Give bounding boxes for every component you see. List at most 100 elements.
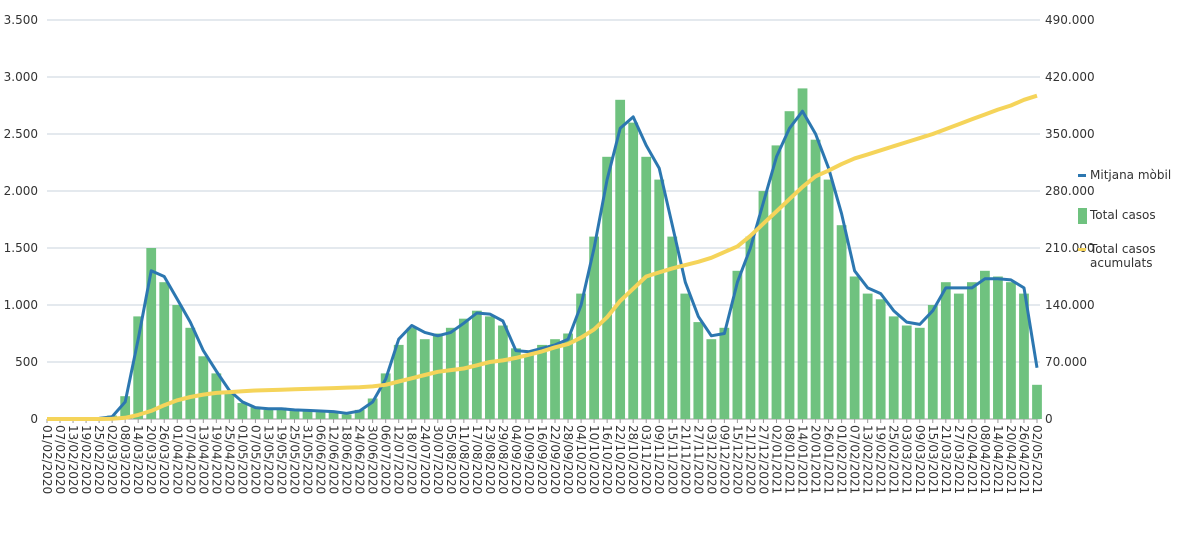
- bar: [550, 339, 560, 419]
- x-tick-label: 20/04/2021: [1004, 425, 1018, 494]
- bar: [927, 305, 938, 419]
- x-tick-label: 10/10/2020: [587, 425, 601, 494]
- bar: [940, 282, 951, 419]
- bar: [159, 282, 170, 419]
- x-tick-label: 01/04/2020: [170, 425, 184, 494]
- bar: [302, 409, 313, 419]
- bar: [198, 356, 209, 419]
- x-tick-label: 19/02/2020: [79, 425, 93, 494]
- bar: [276, 407, 287, 419]
- x-tick-label: 14/04/2021: [991, 425, 1005, 494]
- y2-tick-label: 280.000: [1045, 184, 1095, 198]
- bar: [419, 339, 430, 419]
- x-tick-label: 02/01/2021: [769, 425, 783, 494]
- bar: [680, 293, 691, 419]
- legend-item: Mitjana mòbil: [1078, 168, 1198, 182]
- y2-tick-label: 70.000: [1045, 355, 1087, 369]
- bar: [237, 403, 248, 419]
- bar: [993, 276, 1003, 419]
- x-tick-label: 25/05/2020: [288, 425, 302, 494]
- bar: [693, 322, 704, 419]
- y2-tick-label: 420.000: [1045, 70, 1095, 84]
- bar: [341, 414, 352, 419]
- bar: [628, 122, 639, 419]
- x-tick-label: 01/05/2020: [235, 425, 249, 494]
- x-tick-label: 18/06/2020: [340, 425, 354, 494]
- x-tick-label: 26/03/2020: [157, 425, 171, 494]
- legend-label: Total casos: [1090, 208, 1156, 222]
- x-tick-label: 03/12/2020: [704, 425, 718, 494]
- bar: [185, 327, 196, 419]
- legend-swatch: [1078, 248, 1086, 251]
- x-tick-label: 27/12/2020: [756, 425, 770, 494]
- line: [47, 109, 1039, 421]
- bar: [823, 179, 834, 419]
- bar: [263, 409, 274, 419]
- x-tick-label: 18/07/2020: [405, 425, 419, 494]
- x-tick-label: 30/06/2020: [366, 425, 380, 494]
- x-tick-label: 16/09/2020: [535, 425, 549, 494]
- bar: [380, 373, 391, 419]
- x-tick-label: 22/09/2020: [548, 425, 562, 494]
- x-tick-label: 25/04/2020: [222, 425, 236, 494]
- x-tick-label: 03/03/2021: [900, 425, 914, 494]
- y-tick-label: 2.500: [4, 127, 38, 141]
- x-tick-label: 13/05/2020: [261, 425, 275, 494]
- bar: [901, 325, 912, 419]
- bar: [563, 333, 573, 419]
- bar: [1019, 293, 1029, 419]
- y-tick-label: 1.000: [4, 298, 38, 312]
- x-tick-label: 21/11/2020: [678, 425, 692, 494]
- x-tick-label: 28/10/2020: [626, 425, 640, 494]
- bar: [328, 411, 339, 419]
- x-tick-label: 06/07/2020: [379, 425, 393, 494]
- legend-swatch: [1078, 208, 1087, 224]
- legend-item: Total casos: [1078, 208, 1198, 224]
- bar: [498, 325, 508, 419]
- bar: [250, 406, 261, 419]
- bar: [706, 339, 717, 419]
- bar: [576, 293, 586, 419]
- y-tick-label: 2.000: [4, 184, 38, 198]
- bar: [211, 373, 222, 419]
- bar: [485, 316, 495, 419]
- x-tick-label: 21/12/2020: [743, 425, 757, 494]
- x-tick-label: 19/02/2021: [874, 425, 888, 494]
- bar: [719, 327, 730, 419]
- y2-tick-label: 0: [1045, 412, 1053, 426]
- x-tick-label: 26/04/2021: [1017, 425, 1031, 494]
- bar: [224, 392, 235, 419]
- y2-tick-label: 210.000: [1045, 241, 1095, 255]
- x-tick-label: 09/03/2021: [913, 425, 927, 494]
- bar: [875, 299, 886, 419]
- bar: [862, 293, 873, 419]
- x-tick-label: 07/02/2020: [53, 425, 67, 494]
- x-tick-label: 17/08/2020: [470, 425, 484, 494]
- bar: [836, 225, 847, 419]
- x-tick-label: 09/11/2020: [652, 425, 666, 494]
- x-tick-label: 13/04/2020: [196, 425, 210, 494]
- x-tick-label: 29/08/2020: [496, 425, 510, 494]
- x-tick-label: 02/03/2020: [105, 425, 119, 494]
- x-tick-label: 07/04/2020: [183, 425, 197, 494]
- x-tick-label: 16/10/2020: [600, 425, 614, 494]
- bar: [980, 270, 990, 419]
- bar: [667, 236, 678, 419]
- bar: [654, 179, 665, 419]
- bar: [810, 139, 821, 419]
- x-tick-label: 24/07/2020: [418, 425, 432, 494]
- bar: [511, 348, 521, 419]
- bar: [524, 355, 534, 419]
- x-tick-label: 04/10/2020: [574, 425, 588, 494]
- bar: [784, 111, 795, 419]
- x-tick-label: 09/12/2020: [717, 425, 731, 494]
- x-tick-label: 14/01/2021: [796, 425, 810, 494]
- legend-label: Total casos acumulats: [1090, 242, 1156, 270]
- y-tick-label: 3.500: [4, 13, 38, 27]
- bar: [445, 327, 456, 419]
- x-tick-label: 08/04/2021: [978, 425, 992, 494]
- bar: [120, 396, 131, 419]
- x-tick-label: 01/02/2021: [835, 425, 849, 494]
- x-tick-label: 02/04/2021: [965, 425, 979, 494]
- x-tick-label: 31/05/2020: [301, 425, 315, 494]
